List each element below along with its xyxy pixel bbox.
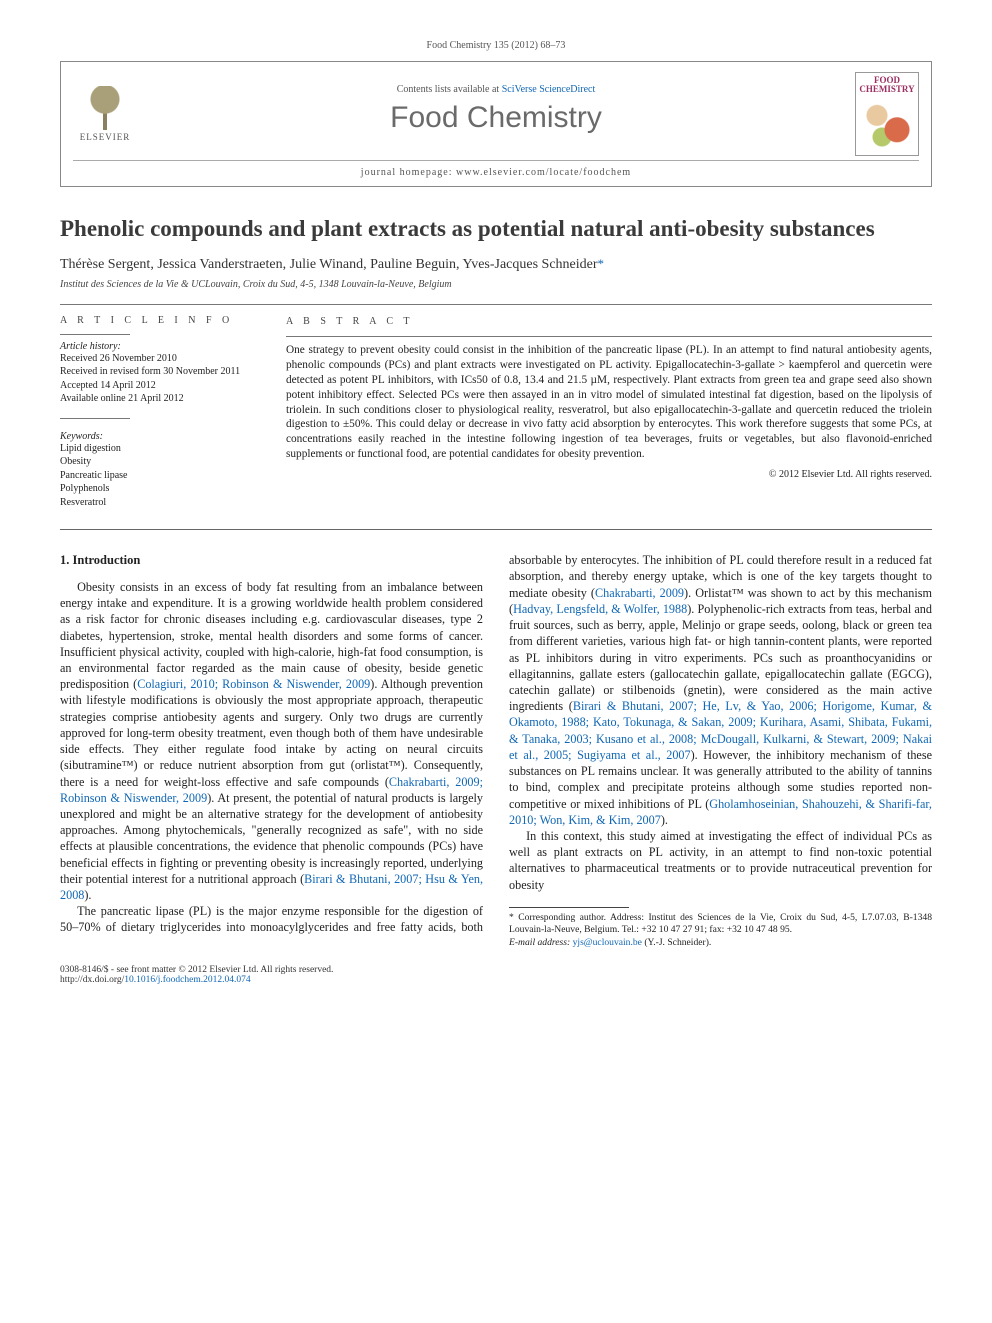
doi-link[interactable]: 10.1016/j.foodchem.2012.04.074 [124,975,250,985]
keyword: Obesity [60,455,260,469]
citation-link[interactable]: Chakrabarti, 2009 [595,586,684,600]
publisher-name: ELSEVIER [73,132,137,142]
email-tail: (Y.-J. Schneider). [642,937,711,948]
text-run: Obesity consists in an excess of body fa… [60,580,483,691]
email-label: E-mail address: [509,937,573,948]
rule [60,304,932,305]
keyword: Lipid digestion [60,442,260,456]
keyword: Resveratrol [60,496,260,510]
abstract: A B S T R A C T One strategy to prevent … [286,315,932,510]
footer-meta: 0308-8146/$ - see front matter © 2012 El… [60,965,932,985]
email-link[interactable]: yjs@uclouvain.be [573,937,642,948]
history-line: Received 26 November 2010 [60,352,260,366]
abstract-heading: A B S T R A C T [286,315,932,328]
running-citation: Food Chemistry 135 (2012) 68–73 [60,40,932,51]
homepage-url[interactable]: www.elsevier.com/locate/foodchem [456,167,631,178]
citation-link[interactable]: Hadvay, Lengsfeld, & Wolfer, 1988 [513,602,687,616]
elsevier-tree-icon [85,86,125,130]
history-line: Received in revised form 30 November 201… [60,365,260,379]
corresponding-footnote: * Corresponding author. Address: Institu… [509,912,932,937]
sciencedirect-link[interactable]: SciVerse ScienceDirect [502,84,596,95]
text-run: ). [84,888,91,902]
text-run: ). Polyphenolic-rich extracts from teas,… [509,602,932,713]
doi-prefix: http://dx.doi.org/ [60,975,124,985]
cover-word-2: CHEMISTRY [856,85,918,94]
contents-line: Contents lists available at SciVerse Sci… [137,84,855,95]
front-matter-line: 0308-8146/$ - see front matter © 2012 El… [60,965,333,975]
abstract-text: One strategy to prevent obesity could co… [286,343,932,462]
rule [60,529,932,530]
history-label: Article history: [60,341,260,352]
keyword: Polyphenols [60,482,260,496]
history-line: Accepted 14 April 2012 [60,379,260,393]
section-heading: 1. Introduction [60,552,483,569]
homepage-line: journal homepage: www.elsevier.com/locat… [73,160,919,178]
keyword: Pancreatic lipase [60,469,260,483]
paragraph: Obesity consists in an excess of body fa… [60,579,483,903]
article-info-heading: A R T I C L E I N F O [60,315,260,326]
body: 1. Introduction Obesity consists in an e… [60,552,932,949]
history-line: Available online 21 April 2012 [60,392,260,406]
abstract-copyright: © 2012 Elsevier Ltd. All rights reserved… [286,468,932,481]
paragraph: In this context, this study aimed at inv… [509,828,932,893]
affiliation: Institut des Sciences de la Vie & UCLouv… [60,279,932,290]
footnotes: * Corresponding author. Address: Institu… [509,912,932,949]
article-title: Phenolic compounds and plant extracts as… [60,215,932,244]
journal-name: Food Chemistry [137,101,855,135]
corresponding-marker: * [598,256,605,271]
masthead: ELSEVIER Contents lists available at Sci… [60,61,932,187]
keywords-label: Keywords: [60,431,260,442]
article-info: A R T I C L E I N F O Article history: R… [60,315,260,510]
text-run: ). Although prevention with lifestyle mo… [60,677,483,788]
contents-prefix: Contents lists available at [397,84,502,95]
citation-link[interactable]: Colagiuri, 2010; Robinson & Niswender, 2… [137,677,370,691]
authors-list: Thérèse Sergent, Jessica Vanderstraeten,… [60,257,598,272]
publisher-logo: ELSEVIER [73,86,137,142]
footnote-rule [509,907,629,908]
text-run: ). [661,813,668,827]
homepage-label: journal homepage: [361,167,456,178]
authors: Thérèse Sergent, Jessica Vanderstraeten,… [60,256,932,273]
journal-cover-thumb: FOOD CHEMISTRY [855,72,919,156]
